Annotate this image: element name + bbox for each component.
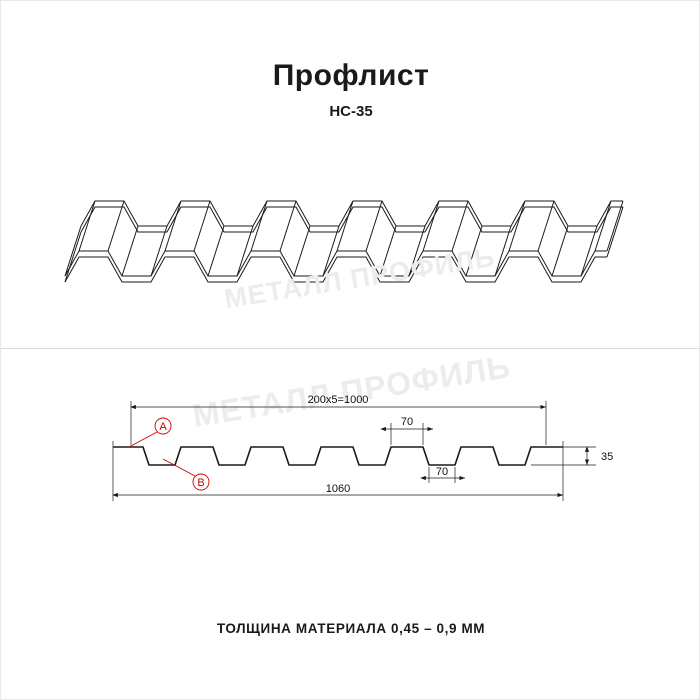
page-title: Профлист xyxy=(272,59,430,92)
dim-height-label: 35 xyxy=(601,451,613,463)
section-divider xyxy=(1,348,700,349)
callout-a-label: A xyxy=(159,421,167,433)
dim-rib-bottom-label: 70 xyxy=(436,466,448,478)
product-model: НС-35 xyxy=(329,103,373,120)
isometric-profile-illustration xyxy=(61,171,641,321)
dim-pitch-label: 200x5=1000 xyxy=(308,394,369,406)
dim-rib-top-label: 70 xyxy=(401,416,413,428)
callout-b-label: B xyxy=(197,477,204,489)
dim-width-label: 1060 xyxy=(326,483,350,495)
cross-section-drawing: 200x5=1000 1060 35 70 70 A B xyxy=(91,379,621,519)
material-thickness-note: ТОЛЩИНА МАТЕРИАЛА 0,45 – 0,9 ММ xyxy=(216,621,486,636)
